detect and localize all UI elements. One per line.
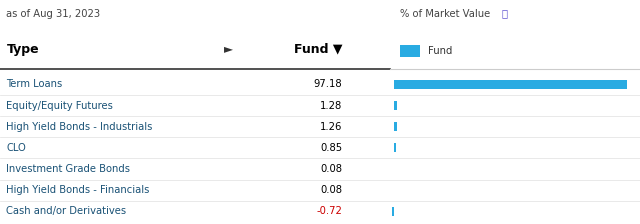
Text: 0.08: 0.08 — [321, 185, 342, 195]
Text: Term Loans: Term Loans — [6, 80, 63, 89]
Text: ►: ► — [224, 43, 233, 56]
Text: as of Aug 31, 2023: as of Aug 31, 2023 — [6, 9, 100, 19]
Text: 1.26: 1.26 — [320, 122, 342, 132]
Text: ⓘ: ⓘ — [501, 8, 507, 18]
Text: 0.08: 0.08 — [321, 164, 342, 174]
Text: Cash and/or Derivatives: Cash and/or Derivatives — [6, 206, 127, 216]
Text: Equity/Equity Futures: Equity/Equity Futures — [6, 101, 113, 111]
Bar — [394, 122, 397, 131]
Text: % of Market Value: % of Market Value — [400, 9, 490, 19]
Text: 0.85: 0.85 — [320, 143, 342, 153]
Text: CLO: CLO — [6, 143, 26, 153]
Bar — [392, 207, 394, 216]
Text: 97.18: 97.18 — [314, 80, 342, 89]
Text: Type: Type — [6, 43, 39, 56]
Text: 1.28: 1.28 — [320, 101, 342, 111]
Text: High Yield Bonds - Industrials: High Yield Bonds - Industrials — [6, 122, 153, 132]
Text: Investment Grade Bonds: Investment Grade Bonds — [6, 164, 131, 174]
Bar — [394, 80, 627, 89]
Bar — [400, 45, 420, 57]
Bar — [394, 101, 397, 110]
Text: High Yield Bonds - Financials: High Yield Bonds - Financials — [6, 185, 150, 195]
Bar — [394, 143, 396, 152]
Text: Fund: Fund — [428, 46, 452, 56]
Text: -0.72: -0.72 — [317, 206, 342, 216]
Text: Fund ▼: Fund ▼ — [294, 43, 342, 56]
